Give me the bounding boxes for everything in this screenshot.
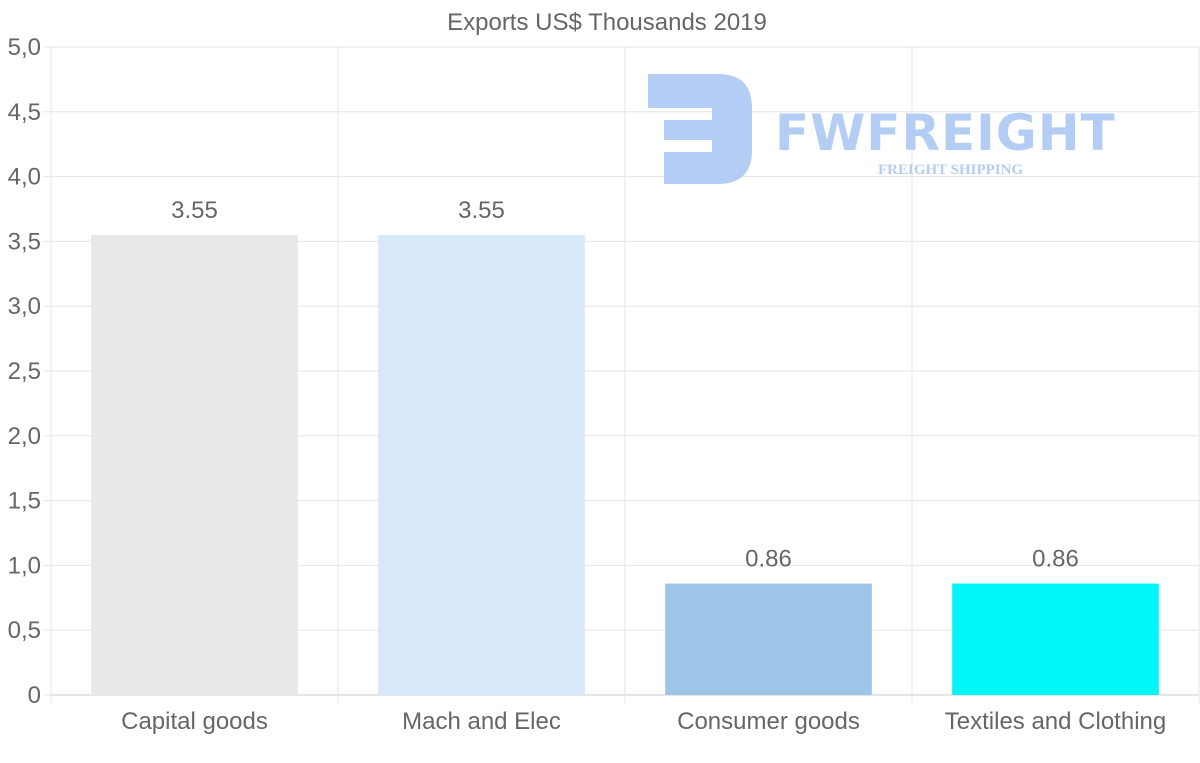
bar-textiles-and-clothing[interactable]	[952, 583, 1159, 695]
y-tick-label: 4,0	[8, 164, 41, 191]
y-tick-label: 0	[28, 682, 41, 709]
watermark-tagline: FREIGHT SHIPPING	[878, 162, 1023, 178]
chart-title: Exports US$ Thousands 2019	[447, 9, 767, 36]
watermark-name: FWFREIGHT	[775, 104, 1116, 162]
x-tick-label: Capital goods	[121, 708, 268, 735]
fwfreight-watermark: FWFREIGHT FREIGHT SHIPPING	[648, 74, 1116, 184]
y-tick-label: 4,5	[8, 99, 41, 126]
axes: 0 0,5 1,0 1,5 2,0 2,5 3,0 3,5 4,0 4,5 5,0 Capital g…	[8, 34, 1167, 735]
y-tick-label: 5,0	[8, 34, 41, 61]
data-label: 0.86	[745, 546, 792, 573]
x-tick-label: Textiles and Clothing	[945, 708, 1166, 735]
y-tick-label: 0,5	[8, 617, 41, 644]
y-tick-label: 1,5	[8, 488, 41, 515]
data-label: 3.55	[458, 197, 505, 224]
bar-consumer-goods[interactable]	[665, 583, 872, 695]
x-tick-label: Mach and Elec	[402, 708, 561, 735]
y-tick-label: 3,5	[8, 228, 41, 255]
bars	[91, 234, 1159, 696]
y-tick-label: 1,0	[8, 552, 41, 579]
data-label: 0.86	[1032, 546, 1079, 573]
data-label: 3.55	[171, 197, 218, 224]
y-tick-label: 2,0	[8, 423, 41, 450]
y-tick-label: 2,5	[8, 358, 41, 385]
bar-capital-goods[interactable]	[91, 234, 298, 696]
fwfreight-logo-icon	[648, 74, 752, 184]
x-tick-label: Consumer goods	[677, 708, 860, 735]
data-labels: 3.55 3.55 0.86 0.86	[171, 197, 1079, 573]
bar-mach-and-elec[interactable]	[378, 234, 585, 696]
y-tick-label: 3,0	[8, 293, 41, 320]
